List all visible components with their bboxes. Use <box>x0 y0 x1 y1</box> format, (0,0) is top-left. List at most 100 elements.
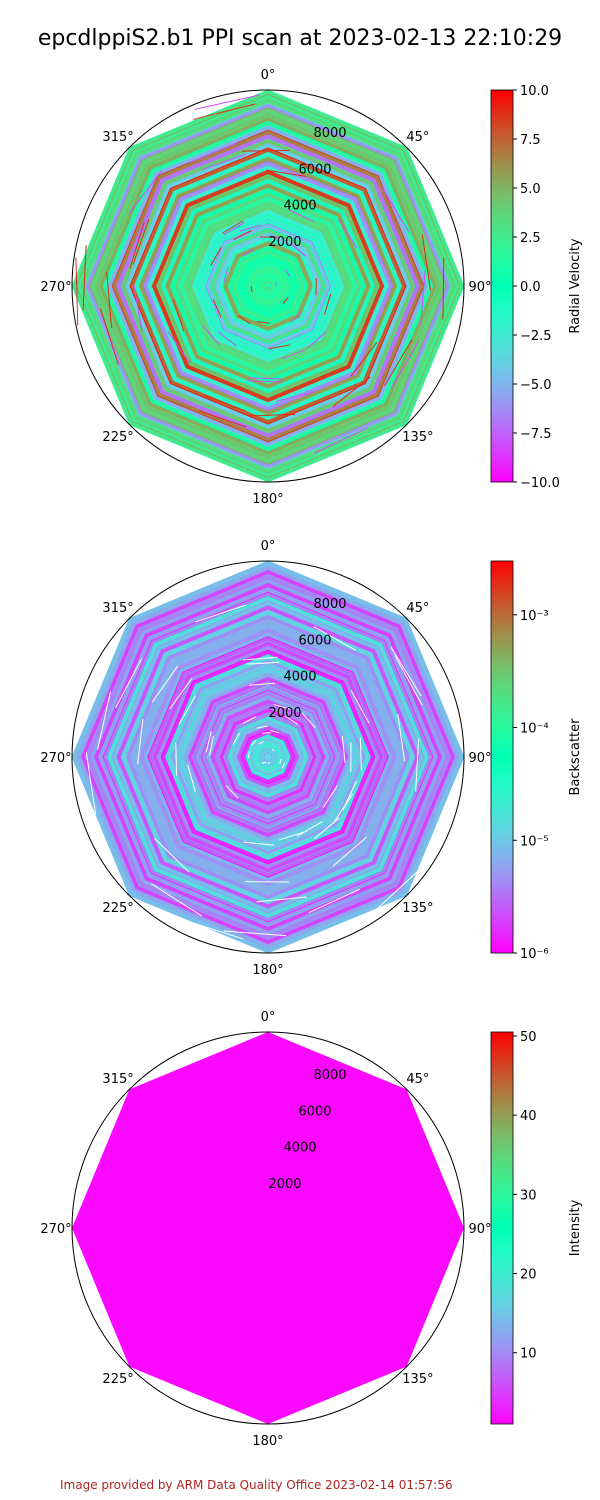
polar-frame <box>71 89 465 483</box>
data-streak <box>288 209 315 223</box>
angle-tick-label: 90° <box>468 751 491 766</box>
data-streak <box>250 740 257 746</box>
data-streak <box>154 837 190 873</box>
angle-tick-label: 180° <box>252 492 283 507</box>
data-streak <box>350 690 370 724</box>
colorbar-tick-label: 10.0 <box>520 84 549 99</box>
angle-tick-label: 0° <box>261 539 276 554</box>
radial-tick-label: 2000 <box>268 1177 301 1192</box>
colorbar-tick-label: 2.5 <box>520 231 541 246</box>
data-streak <box>223 930 287 937</box>
data-streak <box>341 735 346 763</box>
angle-tick-label: 180° <box>252 1434 283 1449</box>
colorbar-tick-label: −7.5 <box>520 427 552 442</box>
colorbar-tick-label: 20 <box>520 1268 537 1283</box>
data-streak <box>221 220 244 234</box>
data-streak <box>313 427 369 454</box>
radial-tick-label: 6000 <box>298 162 331 177</box>
data-streak <box>258 741 264 745</box>
angle-tick-label: 225° <box>102 901 133 916</box>
data-streak <box>225 785 239 799</box>
data-streak <box>203 395 246 412</box>
radial-tick-label: 2000 <box>268 706 301 721</box>
data-streak <box>265 169 306 177</box>
data-streak <box>178 695 196 725</box>
data-streak <box>322 785 338 808</box>
figure-title: epcdlppiS2.b1 PPI scan at 2023-02-13 22:… <box>37 26 563 51</box>
data-streak <box>313 626 356 651</box>
data-streak <box>285 269 291 278</box>
data-streak <box>97 691 111 750</box>
data-streak <box>261 761 265 765</box>
data-streak <box>212 299 222 318</box>
data-streak <box>187 764 196 792</box>
data-streak <box>151 665 179 703</box>
data-streak <box>137 719 144 765</box>
angle-tick-label: 135° <box>402 901 433 916</box>
colorbar-tick-label: 10⁻⁶ <box>520 947 549 962</box>
data-streak <box>281 349 306 360</box>
angle-tick-label: 45° <box>406 1072 429 1087</box>
data-streak <box>306 331 327 349</box>
radial-tick-label: 4000 <box>283 1141 316 1156</box>
data-streak <box>169 678 193 710</box>
data-streak <box>415 738 420 792</box>
data-streak <box>390 340 420 390</box>
data-streak <box>75 257 79 326</box>
data-streak <box>256 725 268 729</box>
colorbar-gradient <box>490 560 514 954</box>
colorbar-tick-label: 10⁻⁴ <box>520 722 549 737</box>
data-streak <box>249 682 275 686</box>
colorbar-label: Intensity <box>568 1199 583 1256</box>
data-streak <box>199 410 247 428</box>
colorbar-3: 50 40 30 20 10 Intensity <box>490 1030 583 1425</box>
colorbar-2: 10⁻³ 10⁻⁴ 10⁻⁵ 10⁻⁶ Backscatter <box>490 560 583 962</box>
data-streak <box>262 732 271 734</box>
colorbar-tick-label: 10 <box>520 1347 537 1362</box>
data-streak <box>129 222 145 269</box>
angle-tick-label: 90° <box>468 1222 491 1237</box>
data-streak <box>133 285 143 332</box>
data-streak <box>279 758 282 764</box>
data-streak <box>201 324 221 346</box>
polar-frame <box>71 560 465 954</box>
data-streak <box>332 376 371 407</box>
data-streak <box>189 142 238 163</box>
data-streak <box>132 219 150 265</box>
data-streak <box>194 604 247 623</box>
data-streak <box>115 658 143 709</box>
angle-tick-label: 225° <box>102 430 133 445</box>
data-streak <box>241 248 255 257</box>
data-streak <box>282 297 289 304</box>
colorbar-tick-label: −5.0 <box>520 378 552 393</box>
data-streak <box>264 761 267 764</box>
radial-tick-label: 6000 <box>298 633 331 648</box>
angle-tick-label: 180° <box>252 963 283 978</box>
data-streak <box>243 841 275 846</box>
data-streak <box>275 282 277 286</box>
data-ring <box>263 281 273 291</box>
data-streak <box>100 308 119 365</box>
colorbar-tick-label: 10⁻³ <box>520 609 549 624</box>
angle-tick-label: 270° <box>40 280 71 295</box>
angle-tick-label: 135° <box>402 1372 433 1387</box>
data-streak <box>239 224 261 232</box>
data-streak <box>338 219 358 249</box>
data-streak <box>279 830 308 841</box>
data-streak <box>242 656 278 661</box>
colorbar-tick-label: 10⁻⁵ <box>520 834 549 849</box>
data-ring <box>263 1223 273 1233</box>
data-streak <box>238 315 251 325</box>
colorbar-tick-label: 30 <box>520 1188 537 1203</box>
data-streak <box>268 344 291 350</box>
data-streak <box>209 735 214 756</box>
data-streak <box>323 293 332 315</box>
radial-tick-label: 4000 <box>283 199 316 214</box>
data-streak <box>273 703 292 711</box>
radial-tick-label: 8000 <box>313 126 346 141</box>
data-streak <box>193 103 256 120</box>
angle-tick-label: 45° <box>406 130 429 145</box>
angle-tick-label: 270° <box>40 1222 71 1237</box>
data-streak <box>332 836 367 867</box>
